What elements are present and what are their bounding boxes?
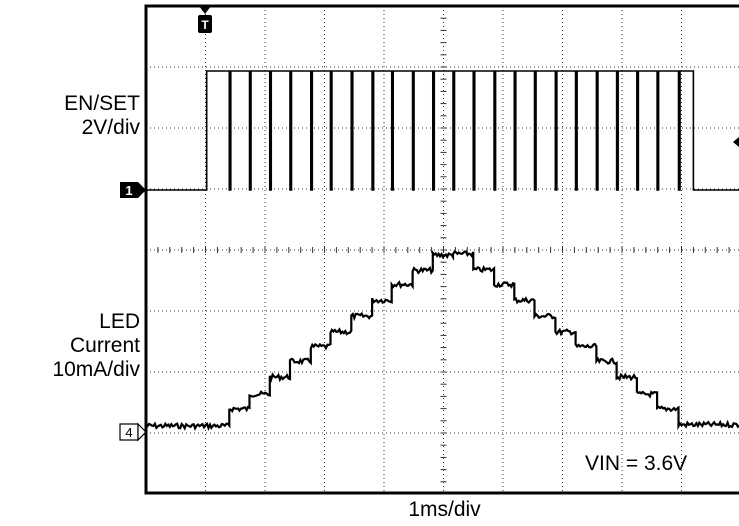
channel-4-marker: 4 — [119, 422, 147, 442]
graticule — [145, 5, 739, 495]
trigger-marker-label: T — [201, 18, 209, 32]
en-set-trace — [146, 70, 739, 191]
trigger-level-marker — [733, 137, 739, 147]
led-current-trace — [145, 249, 739, 431]
en-set-label-line-1: EN/SET — [64, 92, 140, 115]
plot-frame — [144, 4, 739, 495]
time-scale-label: 1ms/div — [408, 498, 481, 521]
led-label-line-1: LED — [99, 310, 140, 333]
en-set-label: EN/SET 2V/div — [0, 92, 140, 140]
channel-1-marker: 1 — [120, 182, 146, 198]
en-set-label-line-2: 2V/div — [81, 116, 140, 139]
led-label-line-2: Current — [69, 334, 140, 357]
channel-4-marker-label: 4 — [125, 425, 132, 440]
vin-annotation: VIN = 3.6V — [585, 452, 688, 475]
led-current-label: LED Current 10mA/div — [0, 310, 140, 382]
trigger-marker: T — [198, 6, 212, 33]
led-label-line-3: 10mA/div — [52, 358, 140, 381]
channel-1-marker-label: 1 — [125, 183, 132, 198]
